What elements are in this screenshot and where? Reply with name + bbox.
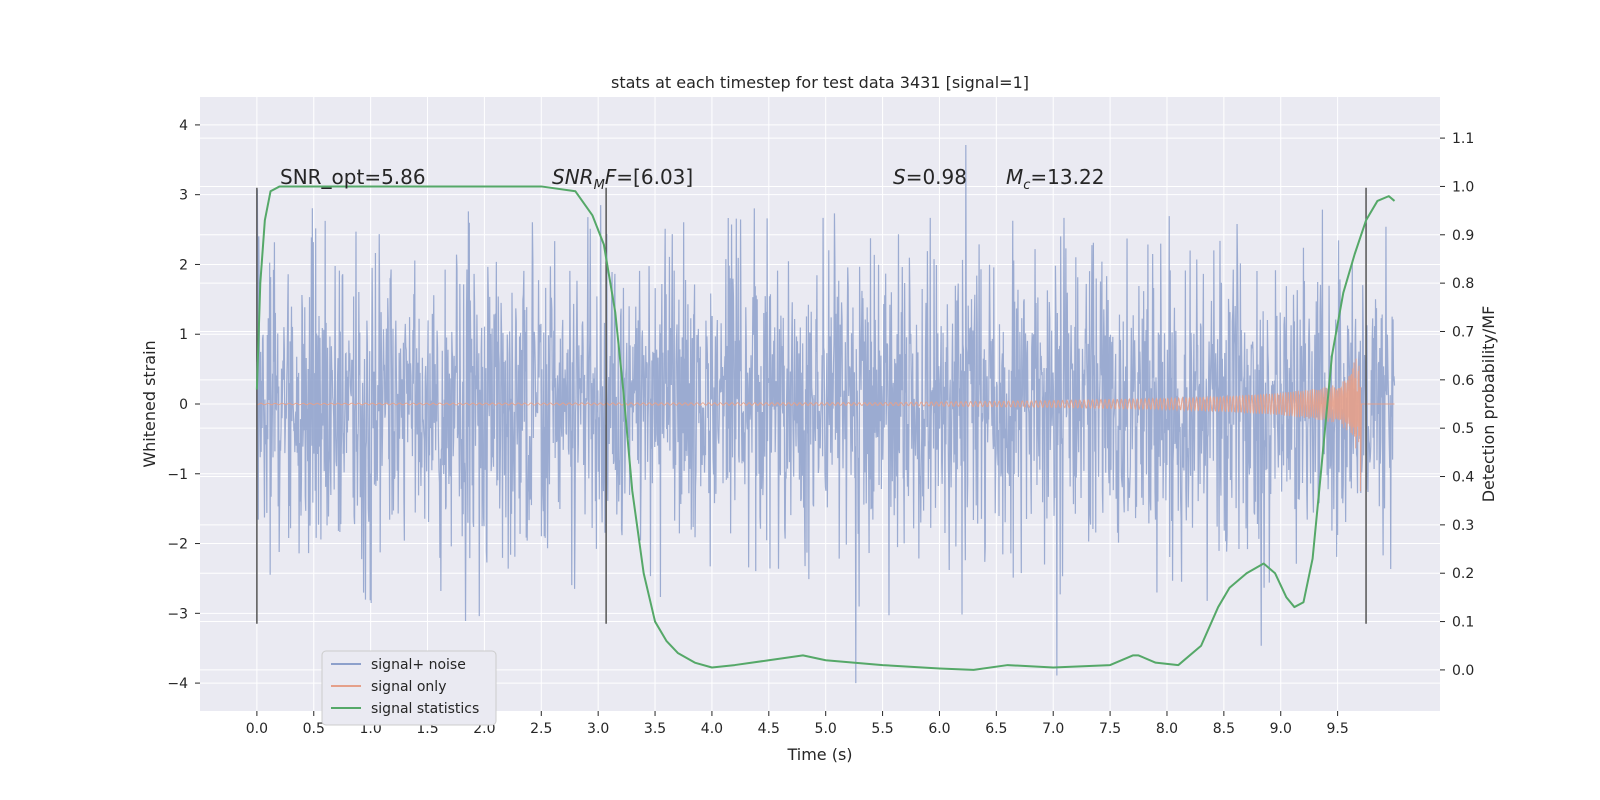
y-right-tick-label-5: 0.5 bbox=[1452, 421, 1474, 437]
x-tick-label-6: 3.0 bbox=[587, 721, 609, 737]
y-right-tick-label-10: 1.0 bbox=[1452, 179, 1474, 195]
y-tick-label-2: −2 bbox=[167, 537, 188, 553]
y-tick-label-8: 4 bbox=[179, 118, 188, 134]
legend-label-signal-only: signal only bbox=[371, 679, 446, 695]
y-tick-label-0: −4 bbox=[167, 676, 188, 692]
y-right-tick-label-1: 0.1 bbox=[1452, 615, 1474, 631]
y-right-tick-label-6: 0.6 bbox=[1452, 373, 1474, 389]
y-right-tick-label-0: 0.0 bbox=[1452, 663, 1474, 679]
y-right-tick-label-4: 0.4 bbox=[1452, 470, 1474, 486]
x-tick-label-10: 5.0 bbox=[815, 721, 837, 737]
x-axis-ticks: 0.0 0.5 1.0 1.5 2.0 2.5 3.0 3.5 4.0 4.5 5.0 5.5 6.0 6… bbox=[246, 711, 1349, 737]
y-axis-right-ticks: 0.0 0.1 0.2 0.3 0.4 0.5 0.6 0.7 0.8 0.9 1.0 1.1 bbox=[1440, 131, 1474, 679]
x-axis-label: Time (s) bbox=[786, 745, 852, 764]
x-tick-label-11: 5.5 bbox=[871, 721, 893, 737]
annotation-s: S=0.98 bbox=[893, 165, 967, 189]
y-tick-label-5: 1 bbox=[179, 327, 188, 343]
x-tick-label-13: 6.5 bbox=[985, 721, 1007, 737]
x-tick-label-9: 4.5 bbox=[758, 721, 780, 737]
y-tick-label-1: −3 bbox=[167, 606, 188, 622]
x-tick-label-17: 8.5 bbox=[1213, 721, 1235, 737]
x-tick-label-19: 9.5 bbox=[1326, 721, 1348, 737]
x-tick-label-16: 8.0 bbox=[1156, 721, 1178, 737]
y-tick-label-4: 0 bbox=[179, 397, 188, 413]
annotation-snr-mf: SNRMF=[6.03] bbox=[552, 165, 693, 193]
x-tick-label-8: 4.0 bbox=[701, 721, 723, 737]
y-axis-label: Whitened strain bbox=[140, 340, 159, 467]
signal-statistics-line bbox=[255, 185, 1396, 671]
series-signal-statistics bbox=[255, 185, 1396, 671]
x-tick-label-5: 2.5 bbox=[530, 721, 552, 737]
y-axis-right-label: Detection probability/MF bbox=[1479, 306, 1498, 503]
y-tick-label-3: −1 bbox=[167, 467, 188, 483]
y-tick-label-6: 2 bbox=[179, 257, 188, 273]
series-signal-only bbox=[256, 358, 1395, 492]
x-tick-label-14: 7.0 bbox=[1042, 721, 1064, 737]
y-right-tick-label-2: 0.2 bbox=[1452, 566, 1474, 582]
y-right-tick-label-9: 0.9 bbox=[1452, 228, 1474, 244]
x-tick-label-0: 0.0 bbox=[246, 721, 268, 737]
legend: signal+ noise signal only signal statist… bbox=[321, 650, 497, 726]
y-right-tick-label-8: 0.8 bbox=[1452, 276, 1474, 292]
y-axis-ticks: −4 −3 −2 −1 0 1 2 3 4 bbox=[167, 118, 200, 692]
annotation-snr-opt: SNR_opt=5.86 bbox=[280, 165, 426, 189]
x-tick-label-12: 6.0 bbox=[928, 721, 950, 737]
annotations: SNR_opt=5.86 SNRMF=[6.03] S=0.98 Mc=13.2… bbox=[280, 165, 1104, 193]
legend-label-signal-plus-noise: signal+ noise bbox=[371, 657, 466, 673]
x-tick-label-7: 3.5 bbox=[644, 721, 666, 737]
y-tick-label-7: 3 bbox=[179, 188, 188, 204]
legend-box bbox=[321, 650, 497, 726]
y-right-tick-label-3: 0.3 bbox=[1452, 518, 1474, 534]
annotation-mc: Mc=13.22 bbox=[1006, 165, 1104, 193]
signal-only-line bbox=[256, 358, 1395, 492]
x-tick-label-18: 9.0 bbox=[1270, 721, 1292, 737]
y-right-tick-label-7: 0.7 bbox=[1452, 324, 1474, 340]
x-tick-label-1: 0.5 bbox=[303, 721, 325, 737]
x-tick-label-15: 7.5 bbox=[1099, 721, 1121, 737]
y-right-tick-label-11: 1.1 bbox=[1452, 131, 1474, 147]
chart-title: stats at each timestep for test data 343… bbox=[611, 73, 1029, 92]
legend-label-signal-statistics: signal statistics bbox=[371, 701, 479, 717]
